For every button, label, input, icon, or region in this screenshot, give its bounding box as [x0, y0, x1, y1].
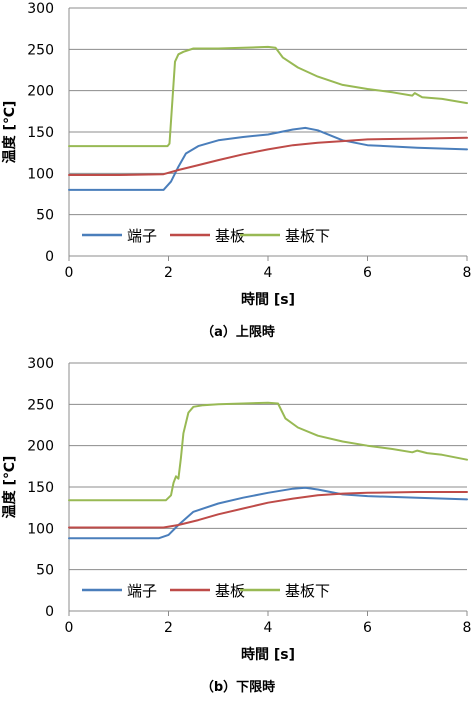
chart-1-y-tick-label: 250	[27, 397, 54, 413]
chart-0-legend-label-1: 端子	[127, 227, 157, 245]
chart-1-x-tick-label: 4	[264, 620, 273, 636]
chart-1-x-tick-label: 8	[463, 620, 472, 636]
chart-1-caption: （b）下限時	[201, 679, 275, 695]
chart-0-series-line-2	[68, 136, 468, 176]
chart-1-legend-label-3: 基板下	[285, 582, 330, 600]
chart-1-legend-label-2: 基板	[215, 582, 245, 600]
chart-1-legend-label-1: 端子	[127, 582, 157, 600]
chart-1-y-axis-label: 温度 [℃]	[1, 456, 18, 519]
chart-0-y-tick-label: 150	[27, 125, 54, 141]
chart-0-x-axis-label: 時間 [s]	[241, 291, 295, 308]
chart-1-series-line-3	[68, 401, 468, 502]
chart-0-y-tick-label: 300	[27, 1, 54, 17]
chart-0-series-line-3	[68, 45, 468, 148]
chart-1-y-tick-label: 150	[27, 480, 54, 496]
chart-1-y-tick-label: 50	[36, 563, 54, 579]
chart-0-x-tick-label: 4	[264, 265, 273, 281]
chart-1-x-tick-label: 6	[363, 620, 372, 636]
chart-1-x-axis-label: 時間 [s]	[241, 646, 295, 663]
chart-0-y-tick-label: 250	[27, 42, 54, 58]
chart-1-y-tick-label: 300	[27, 356, 54, 372]
chart-0-y-tick-label: 50	[36, 208, 54, 224]
chart-0-x-tick-label: 8	[463, 265, 472, 281]
chart-1-series-line-1	[68, 486, 468, 540]
chart-0-y-tick-label: 200	[27, 84, 54, 100]
chart-0-caption: （a）上限時	[201, 324, 275, 340]
chart-1-x-tick-label: 2	[164, 620, 173, 636]
chart-0-x-tick-label: 6	[363, 265, 372, 281]
chart-1-y-tick-label: 0	[45, 604, 54, 620]
chart-0-y-tick-label: 100	[27, 166, 54, 182]
chart-1-x-tick-label: 0	[65, 620, 74, 636]
chart-0-x-tick-label: 0	[65, 265, 74, 281]
chart-1-y-tick-label: 100	[27, 521, 54, 537]
chart-1-y-tick-label: 200	[27, 439, 54, 455]
chart-0-x-tick-label: 2	[164, 265, 173, 281]
chart-0-y-tick-label: 0	[45, 249, 54, 265]
chart-0-legend-label-3: 基板下	[285, 227, 330, 245]
chart-0-y-axis-label: 温度 [℃]	[1, 101, 18, 164]
chart-1-series-line-2	[68, 491, 468, 529]
chart-0-legend-label-2: 基板	[215, 227, 245, 245]
chart-0-series-line-1	[68, 126, 468, 191]
